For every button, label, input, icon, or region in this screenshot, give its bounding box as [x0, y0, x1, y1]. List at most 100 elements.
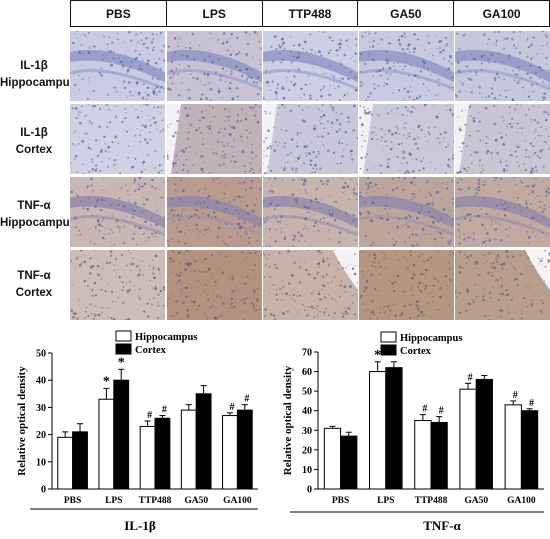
header-ga50: GA50 — [358, 1, 455, 26]
bar-hippocampus — [57, 436, 74, 490]
bar-hippocampus — [369, 371, 387, 490]
micrograph-tile — [70, 31, 165, 101]
bar-cortex — [72, 431, 88, 490]
micrograph-tile — [167, 250, 262, 320]
bar-cortex — [113, 379, 130, 490]
x-axis-label: TNF-α — [423, 518, 461, 533]
legend-swatch — [380, 344, 397, 356]
x-tick-label: PBS — [332, 496, 349, 506]
x-tick-label: TTP488 — [139, 496, 172, 506]
x-tick-label: LPS — [377, 496, 394, 506]
significance-mark: # — [468, 372, 473, 383]
y-axis-label: Relative optical density — [282, 365, 294, 475]
micrograph-tile — [167, 177, 262, 247]
significance-mark: # — [529, 398, 534, 409]
x-tick-label: GA100 — [507, 496, 536, 506]
row-label-tnfa-cortex: TNF-α Cortex — [0, 268, 68, 302]
y-tick-label: 30 — [36, 403, 46, 414]
y-tick-label: 50 — [36, 349, 46, 360]
y-tick-label: 10 — [36, 457, 46, 468]
x-tick-label: GA50 — [464, 496, 488, 506]
bar-hippocampus — [414, 420, 432, 490]
micrograph-tile — [455, 250, 550, 320]
bar-cortex — [195, 393, 212, 490]
micrograph-tile — [70, 250, 165, 320]
x-axis-label: IL-1β — [124, 518, 156, 533]
y-tick-label: 20 — [36, 430, 46, 441]
legend-swatch — [115, 343, 132, 355]
micrograph-tile — [263, 250, 358, 320]
row-label-line1: TNF-α — [17, 200, 51, 212]
legend-label: Hippocampus — [400, 333, 462, 344]
y-tick-label: 40 — [36, 376, 46, 387]
header-ga100: GA100 — [482, 6, 521, 21]
row-label-il1b-hippocampus: IL-1β Hippocampus — [0, 58, 77, 92]
row-label-il1b-cortex: IL-1β Cortex — [0, 125, 68, 159]
row-label-line1: TNF-α — [17, 270, 51, 282]
header-lps: LPS — [167, 1, 263, 26]
x-tick-label: LPS — [105, 496, 122, 506]
y-tick-label: 10 — [302, 465, 312, 476]
x-tick-label: GA50 — [184, 496, 208, 506]
row-label-line1: IL-1β — [20, 60, 48, 72]
row-label-line2: Hippocampus — [0, 217, 77, 229]
y-tick-label: 40 — [302, 406, 312, 417]
y-tick-label: 50 — [302, 387, 312, 398]
micrograph-tile — [359, 177, 454, 247]
significance-mark: # — [244, 394, 249, 405]
micrograph-tile — [167, 104, 262, 174]
significance-mark: # — [513, 390, 518, 401]
micrograph-tile — [70, 177, 165, 247]
micrograph-tile — [70, 104, 165, 174]
y-tick-label: 30 — [302, 426, 312, 437]
bar-cortex — [430, 421, 448, 490]
group-header-row: PBS LPS TTP488 GA50 GA100 — [70, 0, 550, 27]
row-label-tnfa-hippocampus: TNF-α Hippocampus — [0, 198, 77, 232]
x-tick-label: TTP488 — [415, 496, 448, 506]
y-tick-label: 20 — [302, 445, 312, 456]
bar-cortex — [475, 378, 493, 490]
bar-cortex — [340, 435, 358, 490]
bar-cortex — [236, 409, 253, 490]
significance-mark: * — [118, 355, 125, 370]
micrograph-tile — [263, 177, 358, 247]
significance-mark: # — [147, 410, 152, 421]
micrograph-tile — [263, 104, 358, 174]
bar-hippocampus — [98, 398, 115, 490]
header-pbs: PBS — [71, 1, 167, 26]
legend-swatch — [115, 330, 132, 342]
significance-mark: * — [374, 348, 381, 363]
legend-swatch — [380, 331, 397, 343]
legend-label: Hippocampus — [135, 332, 197, 343]
y-tick-label: 0 — [307, 485, 312, 496]
significance-mark: # — [422, 404, 427, 415]
x-tick-label: GA100 — [223, 496, 252, 506]
y-axis-label: Relative optical density — [16, 366, 28, 476]
micrograph-tile — [455, 177, 550, 247]
bar-hippocampus — [180, 409, 197, 490]
micrograph-tile — [455, 104, 550, 174]
chart-2: 0 10 20 30 40 50 60 70 Relative optical density P… — [282, 331, 544, 533]
micrograph-tile — [167, 31, 262, 101]
bar-hippocampus — [323, 427, 342, 490]
bar-hippocampus — [504, 404, 522, 490]
bar-cortex — [385, 367, 403, 490]
bar-hippocampus — [222, 415, 238, 490]
chart-1: 0 10 20 30 40 50 Relative optical density PBS * *… — [16, 330, 258, 533]
significance-mark: # — [439, 406, 444, 417]
row-label-line2: Cortex — [15, 144, 53, 156]
header-ttp488: TTP488 — [263, 1, 359, 26]
bar-cortex — [154, 417, 171, 490]
row-label-line2: Hippocampus — [0, 77, 77, 89]
bar-cortex — [520, 410, 539, 490]
significance-mark: # — [162, 405, 167, 416]
bar-hippocampus — [459, 388, 477, 490]
micrograph-tile — [359, 31, 454, 101]
y-tick-label: 0 — [41, 485, 46, 496]
bar-hippocampus — [139, 425, 156, 490]
micrograph-tile — [359, 250, 454, 320]
row-label-line2: Cortex — [15, 287, 53, 299]
significance-mark: # — [229, 402, 234, 413]
x-tick-label: PBS — [64, 496, 81, 506]
